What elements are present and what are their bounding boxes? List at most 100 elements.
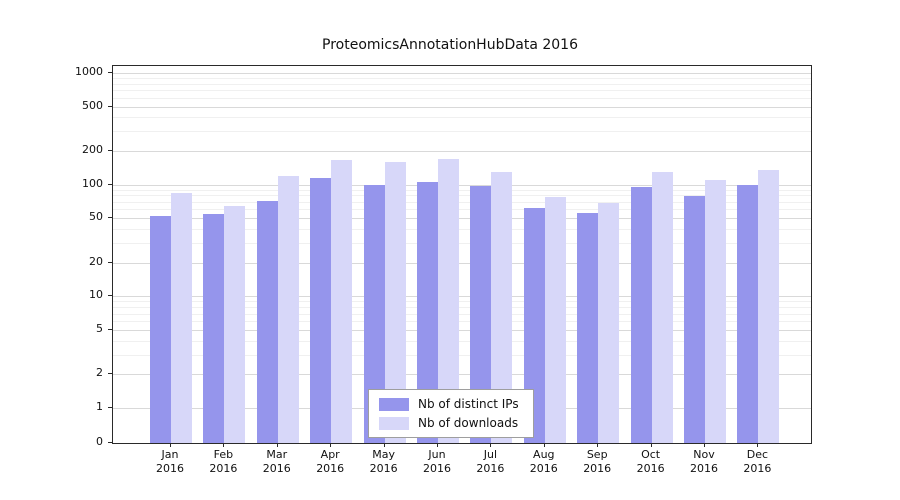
legend-swatch-distinct-ips	[379, 397, 409, 411]
bar-downloads	[598, 203, 620, 443]
y-tick-mark	[108, 442, 112, 443]
bar-downloads	[171, 192, 192, 443]
legend-item-distinct-ips: Nb of distinct IPs	[379, 397, 519, 411]
gridline-major	[113, 374, 811, 376]
x-tick-label: May 2016	[369, 448, 398, 475]
gridline-minor	[113, 229, 811, 231]
x-tick-mark	[383, 443, 385, 447]
x-tick-mark	[704, 443, 705, 447]
y-tick-mark	[108, 373, 112, 375]
gridline-minor	[113, 209, 811, 211]
gridline-minor	[113, 195, 811, 197]
y-tick-mark	[108, 407, 112, 408]
y-tick-label: 5	[96, 321, 103, 335]
x-tick-label: Feb 2016	[209, 448, 238, 475]
x-tick-label: Mar 2016	[262, 448, 291, 475]
bar-distinct-ips	[150, 216, 171, 443]
x-tick-label: Jan 2016	[156, 448, 184, 475]
bar-downloads	[651, 171, 673, 443]
x-tick-mark	[437, 443, 438, 447]
bar-distinct-ips	[470, 186, 492, 443]
x-tick-mark	[170, 443, 171, 447]
bar-downloads	[544, 196, 566, 443]
bar-distinct-ips	[203, 213, 225, 443]
gridline-major	[113, 106, 811, 108]
x-tick-mark	[543, 443, 545, 447]
y-tick-label: 0	[96, 435, 103, 448]
legend-item-downloads: Nb of downloads	[379, 416, 519, 430]
gridline-minor	[113, 78, 811, 80]
x-tick-mark	[490, 443, 492, 447]
y-tick-mark	[108, 72, 112, 73]
bar-downloads	[384, 161, 406, 443]
y-tick-label: 10	[89, 288, 103, 302]
x-tick-mark	[223, 443, 225, 447]
legend-label-downloads: Nb of downloads	[418, 416, 519, 430]
gridline-major	[113, 73, 811, 74]
bar-distinct-ips	[417, 182, 438, 443]
bar-distinct-ips	[737, 184, 759, 443]
gridline-major	[113, 184, 811, 186]
y-tick-label: 500	[82, 98, 103, 112]
bar-distinct-ips	[256, 200, 278, 443]
gridline-minor	[113, 313, 811, 315]
x-tick-label: Sep 2016	[583, 448, 612, 475]
y-tick-label: 200	[82, 143, 103, 157]
y-tick-mark	[108, 328, 112, 330]
gridline-minor	[113, 301, 811, 303]
x-tick-label: Oct 2016	[636, 448, 665, 475]
y-tick-mark	[108, 217, 112, 219]
x-tick-label: Apr 2016	[316, 448, 345, 475]
bar-distinct-ips	[577, 212, 599, 443]
plot-area	[112, 65, 812, 444]
bar-downloads	[331, 160, 353, 443]
y-tick-mark	[108, 150, 112, 152]
x-tick-label: Aug 2016	[529, 448, 558, 475]
y-tick-mark	[108, 183, 112, 185]
gridline-minor	[113, 307, 811, 309]
x-tick-label: Jul 2016	[476, 448, 505, 475]
gridline-minor	[113, 117, 811, 119]
gridline-major	[113, 218, 811, 220]
x-tick-mark	[650, 443, 652, 447]
gridline-minor	[113, 340, 811, 342]
x-tick-label: Nov 2016	[690, 448, 718, 475]
bar-downloads	[438, 158, 459, 443]
y-tick-mark	[108, 105, 112, 107]
bar-distinct-ips	[523, 207, 545, 443]
x-tick-mark	[276, 443, 278, 447]
bar-downloads	[705, 180, 726, 443]
gridline-minor	[113, 97, 811, 99]
legend: Nb of distinct IPs Nb of downloads	[368, 389, 534, 438]
bar-downloads	[491, 171, 513, 443]
gridline-minor	[113, 83, 811, 85]
gridline-minor	[113, 243, 811, 245]
y-tick-label: 50	[89, 210, 103, 224]
x-tick-mark	[757, 443, 759, 447]
bar-distinct-ips	[363, 184, 385, 443]
gridline-minor	[113, 354, 811, 356]
bar-distinct-ips	[630, 187, 652, 443]
y-tick-label: 20	[89, 254, 103, 268]
gridline-major	[113, 151, 811, 153]
legend-swatch-downloads	[379, 416, 409, 430]
gridline-minor	[113, 201, 811, 203]
gridline-minor	[113, 131, 811, 133]
x-tick-label: Dec 2016	[743, 448, 772, 475]
gridline-minor	[113, 321, 811, 323]
bar-downloads	[277, 175, 299, 443]
y-tick-mark	[108, 295, 112, 297]
chart-title: ProteomicsAnnotationHubData 2016	[322, 37, 578, 53]
gridline-minor	[113, 189, 811, 191]
y-tick-label: 2	[96, 366, 103, 380]
x-tick-mark	[330, 443, 332, 447]
y-tick-mark	[108, 261, 112, 263]
gridline-major	[113, 329, 811, 331]
x-tick-label: Jun 2016	[423, 448, 451, 475]
legend-label-distinct-ips: Nb of distinct IPs	[418, 397, 519, 411]
gridline-major	[113, 296, 811, 298]
y-tick-label: 1000	[75, 65, 103, 78]
gridline-minor	[113, 90, 811, 92]
bar-distinct-ips	[310, 177, 332, 443]
